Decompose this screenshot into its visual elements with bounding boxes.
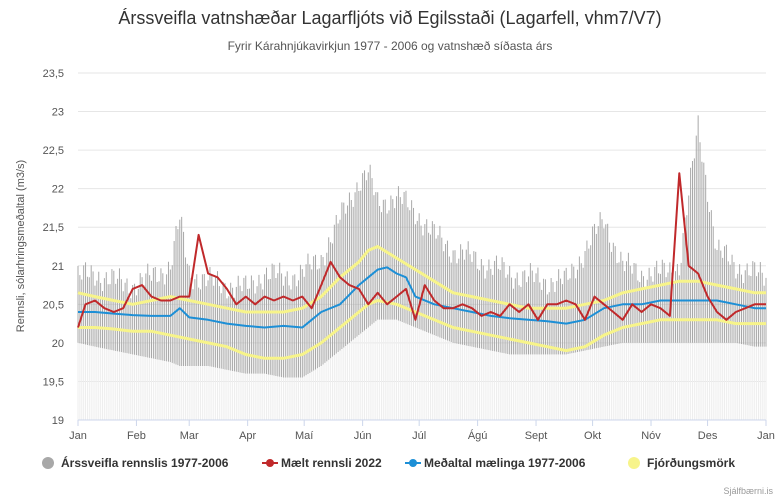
legend-item[interactable]: Mælt rennsli 2022 xyxy=(262,456,382,470)
measured-layer xyxy=(77,172,766,328)
y-axis-label: Rennsli, sólarhringsmeðaltal (m3/s) xyxy=(15,160,27,332)
legend-label: Árssveifla rennslis 1977-2006 xyxy=(61,455,229,470)
y-tick-label: 20,5 xyxy=(43,299,64,311)
measured-line xyxy=(77,172,766,328)
x-tick-label: Des xyxy=(698,430,718,442)
legend-item[interactable]: Árssveifla rennslis 1977-2006 xyxy=(42,455,229,470)
x-tick-label: Sept xyxy=(525,430,548,442)
chart-title: Árssveifla vatnshæðar Lagarfljóts við Eg… xyxy=(118,8,661,28)
x-tick-label: Jún xyxy=(354,430,372,442)
y-tick-label: 21 xyxy=(52,261,64,273)
upper-quartile-line xyxy=(77,245,766,314)
x-tick-label: Mar xyxy=(180,430,199,442)
x-tick-label: Júl xyxy=(412,430,426,442)
lower-quartile-line xyxy=(78,299,766,360)
y-tick-label: 19 xyxy=(52,415,64,427)
range-layer xyxy=(77,115,767,420)
x-tick-label: Jan xyxy=(69,430,87,442)
quartile-layer xyxy=(77,245,766,360)
y-tick-label: 21,5 xyxy=(43,222,64,234)
legend-item[interactable]: Fjórðungsmörk xyxy=(628,456,735,470)
y-tick-label: 23 xyxy=(52,107,64,119)
mean-layer xyxy=(78,266,766,329)
mean-line xyxy=(78,266,766,329)
x-tick-label: Ágú xyxy=(468,429,488,442)
x-tick-label: Jan xyxy=(757,430,775,442)
axis-layer: 19 19,5 20 20,5 21 21,5 22 22,5 23 23,5 Jan Feb Mar A… xyxy=(43,68,775,442)
y-tick-label: 23,5 xyxy=(43,68,64,80)
legend-marker xyxy=(266,459,274,467)
y-tick-label: 20 xyxy=(52,338,64,350)
legend-item[interactable]: Meðaltal mælinga 1977-2006 xyxy=(405,456,586,470)
legend-marker xyxy=(409,459,417,467)
x-tick-label: Maí xyxy=(295,430,313,442)
x-tick-label: Okt xyxy=(584,430,601,442)
legend-label: Mælt rennsli 2022 xyxy=(281,456,382,470)
x-tick-label: Nóv xyxy=(641,430,661,442)
chart-subtitle: Fyrir Kárahnjúkavirkjun 1977 - 2006 og v… xyxy=(228,39,553,53)
legend-label: Meðaltal mælinga 1977-2006 xyxy=(424,456,586,470)
legend-symbol xyxy=(42,457,54,469)
legend-symbol xyxy=(628,457,640,469)
y-tick-label: 19,5 xyxy=(43,376,64,388)
x-tick-label: Apr xyxy=(239,430,256,442)
y-tick-label: 22 xyxy=(52,184,64,196)
y-tick-label: 22,5 xyxy=(43,145,64,157)
legend-label: Fjórðungsmörk xyxy=(647,456,735,470)
credit-text[interactable]: Sjálfbærni.is xyxy=(723,486,773,496)
legend: Árssveifla rennslis 1977-2006 Mælt rennsl… xyxy=(42,455,735,470)
x-tick-label: Feb xyxy=(127,430,146,442)
